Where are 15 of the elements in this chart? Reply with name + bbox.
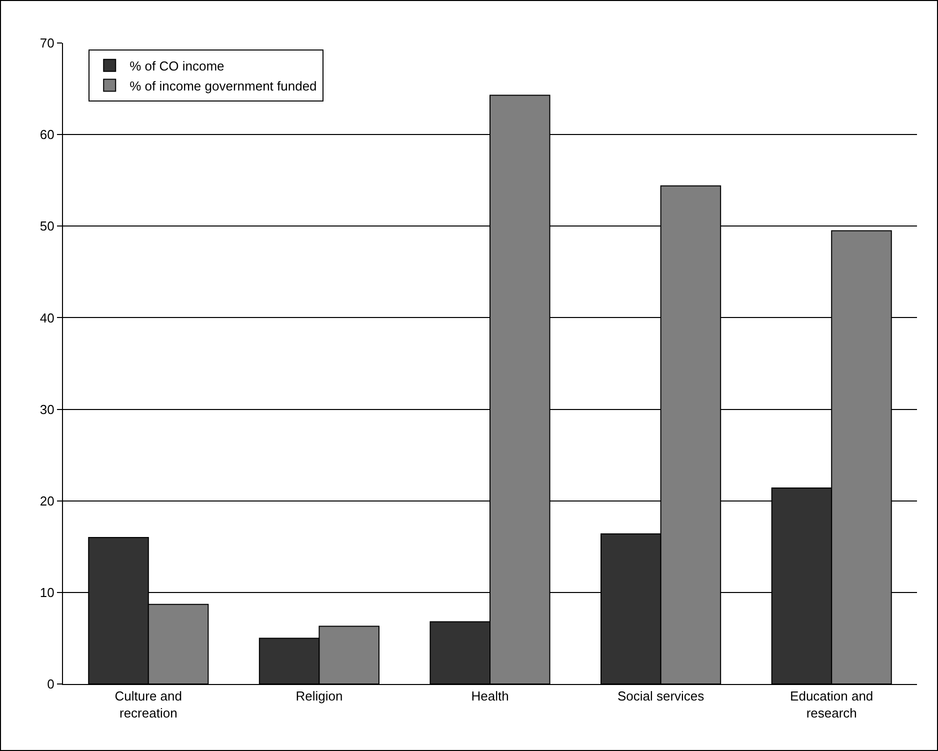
y-tick-label: 50 [40,218,54,234]
legend-label: % of income government funded [130,78,317,94]
x-tick-label: Culture and recreation [114,688,182,720]
x-tick-label: Social services [617,688,705,704]
x-tick-label: Religion [296,688,343,704]
x-tick-label: Health [471,688,509,704]
y-tick-label: 10 [40,584,54,600]
y-tick-label: 70 [40,36,54,51]
x-tick-label: Education and research [790,688,874,720]
y-tick-label: 20 [40,493,54,508]
y-tick-label: 0 [47,676,54,692]
legend-label: % of CO income [130,58,224,74]
y-tick-label: 30 [40,402,54,417]
y-tick-label: 40 [40,310,54,326]
y-tick-label: 60 [40,127,54,142]
